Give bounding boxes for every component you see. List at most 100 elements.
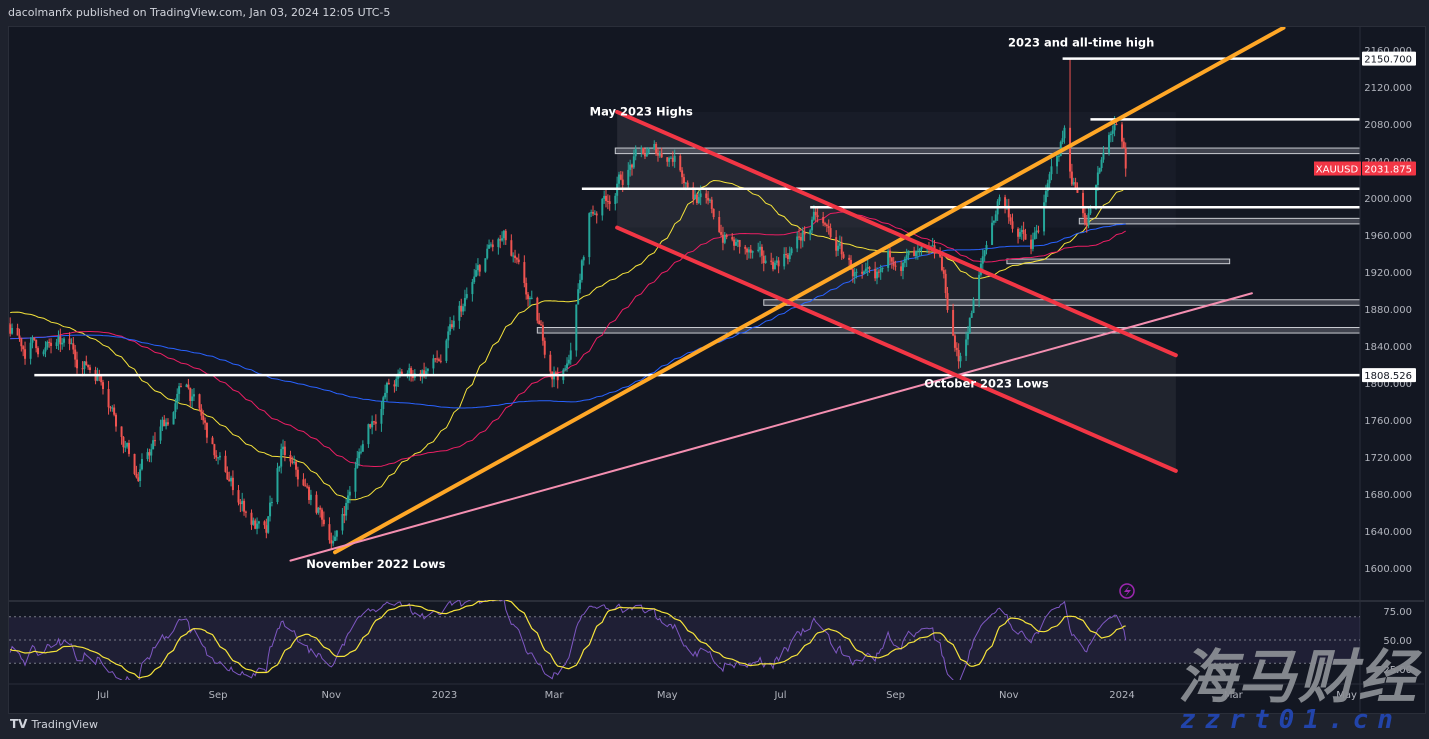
time-tick-label: Mar [545,690,565,701]
tradingview-footer[interactable]: TV TradingView [10,717,98,731]
candle-body [501,238,504,241]
candle-body [356,458,359,468]
candle-body [575,304,578,351]
candle-body [254,520,257,529]
candle-body [694,194,697,200]
candle-body [215,455,218,458]
candle-body [966,333,969,340]
candle-body [822,217,825,224]
lightning-icon[interactable] [1119,583,1135,599]
candle-body [682,177,685,184]
candle-body [361,444,364,452]
price-tick-label: 1640.000 [1364,527,1412,538]
candle-body [1022,229,1025,234]
candle-body [70,343,73,345]
candle-body [176,393,179,404]
candle-body [720,231,723,235]
candle-body [347,495,350,503]
candle-body [617,174,620,184]
annotation-label: 2023 and all-time high [1008,35,1154,49]
channel-lower-line [615,225,1178,473]
candle-body [746,248,749,253]
candle-body [358,451,361,459]
candle-body [653,144,656,149]
candle-body [89,367,92,371]
candle-body [991,222,994,245]
candle-body [1085,222,1088,226]
candle-body [478,265,481,272]
candle-body [671,157,674,162]
candle-body [579,279,582,290]
candle-body [1083,213,1086,223]
candle-body [601,198,604,216]
candle-body [486,248,489,259]
candle-body [191,396,194,401]
candle-body [308,487,311,500]
candle-body [1109,133,1112,136]
candle-body [978,274,981,300]
main-pane: 2023 and all-time high May 2023 Highs Octo… [9,27,1360,571]
candle-body [799,236,802,241]
candle-body [278,466,281,469]
price-tick-label: 2080.000 [1364,120,1412,131]
candle-body [244,511,247,513]
candle-body [109,407,112,409]
time-tick-label: Mar [1224,690,1244,701]
candle-body [566,363,569,369]
candle-body [866,267,869,269]
tradingview-logo-icon: TV [10,717,28,731]
candle-body [50,342,53,347]
candle-body [1100,159,1103,169]
candle-body [436,358,439,360]
chart-panel[interactable] [8,26,1426,714]
candle-body [1069,127,1072,172]
time-tick-label: Jul [96,690,109,701]
candle-body [449,324,452,332]
candle-body [463,297,466,307]
candle-body [515,258,518,260]
candle-body [946,293,949,310]
candle-body [372,421,375,423]
candle-body [250,512,253,525]
candle-body [343,514,346,516]
candle-body [877,271,880,273]
candle-body [135,473,138,478]
candle-body [656,153,659,156]
candle-body [213,444,216,456]
candle-body [178,386,181,394]
candle-body [328,524,331,541]
candle-body [983,250,986,257]
candle-body [319,507,322,510]
candle-body [916,250,919,252]
candle-body [527,294,530,300]
candle-body [540,324,543,326]
candle-body [20,338,23,347]
candle-body [1111,130,1114,134]
candle-body [1011,221,1014,229]
candle-body [1087,213,1090,226]
candle-body [211,437,214,445]
rsi-signal-line [9,600,1126,679]
candle-body [801,231,804,241]
candle-body [829,228,832,238]
tradingview-brand: TradingView [31,717,98,731]
candle-body [434,358,437,360]
candle-body [204,420,207,423]
candle-body [334,536,337,542]
candle-body [564,368,567,370]
candle-body [851,269,854,277]
candle-body [102,382,104,390]
candle-body [842,254,845,258]
candle-body [731,237,734,240]
candle-body [512,255,515,257]
candle-body [439,360,442,362]
candle-body [632,156,635,168]
candle-body [263,521,266,526]
candle-body [630,164,633,168]
candle-body [814,211,817,216]
candle-body [643,154,646,157]
candle-body [96,374,99,381]
candle-body [484,258,487,272]
candle-body [126,442,129,447]
